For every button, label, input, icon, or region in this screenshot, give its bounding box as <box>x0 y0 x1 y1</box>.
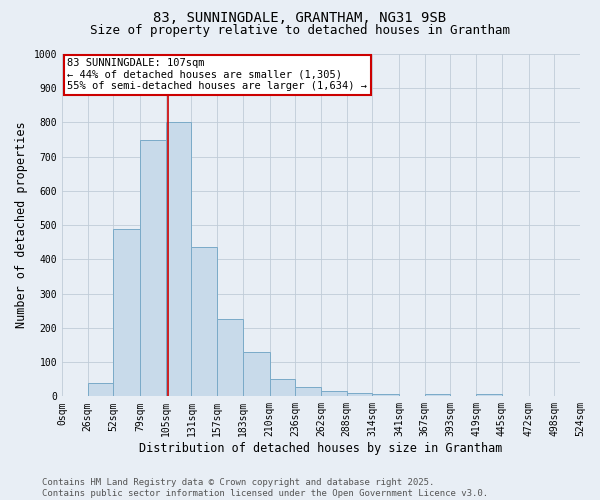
Text: Size of property relative to detached houses in Grantham: Size of property relative to detached ho… <box>90 24 510 37</box>
Bar <box>88 382 113 396</box>
Bar <box>295 386 321 396</box>
Bar <box>373 394 399 396</box>
Bar <box>347 393 373 396</box>
Bar <box>166 122 191 396</box>
X-axis label: Distribution of detached houses by size in Grantham: Distribution of detached houses by size … <box>139 442 503 455</box>
Bar <box>243 352 269 397</box>
Text: Contains HM Land Registry data © Crown copyright and database right 2025.
Contai: Contains HM Land Registry data © Crown c… <box>42 478 488 498</box>
Bar <box>476 394 502 396</box>
Y-axis label: Number of detached properties: Number of detached properties <box>15 122 28 328</box>
Text: 83, SUNNINGDALE, GRANTHAM, NG31 9SB: 83, SUNNINGDALE, GRANTHAM, NG31 9SB <box>154 11 446 25</box>
Text: 83 SUNNINGDALE: 107sqm
← 44% of detached houses are smaller (1,305)
55% of semi-: 83 SUNNINGDALE: 107sqm ← 44% of detached… <box>67 58 367 92</box>
Bar <box>425 394 451 396</box>
Bar <box>217 320 243 396</box>
Bar <box>113 228 140 396</box>
Bar <box>321 391 347 396</box>
Bar <box>269 379 295 396</box>
Bar <box>140 140 166 396</box>
Bar <box>191 248 217 396</box>
